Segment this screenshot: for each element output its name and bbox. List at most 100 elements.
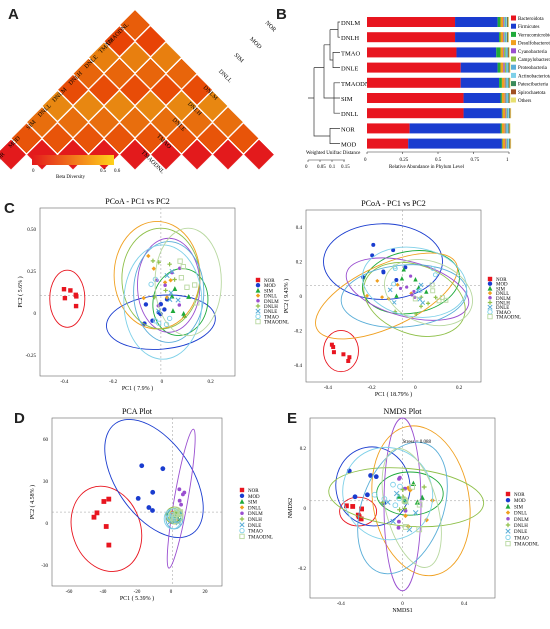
data-point bbox=[398, 286, 403, 291]
bar-segment bbox=[500, 47, 504, 58]
heatmap-cell bbox=[26, 139, 58, 171]
legend-label: TMAODNL bbox=[496, 316, 521, 321]
bar-segment bbox=[508, 62, 509, 73]
data-point bbox=[413, 277, 418, 282]
plot-title: PCoA - PC1 vs PC2 bbox=[105, 197, 169, 206]
bar-segment bbox=[508, 47, 509, 58]
data-point bbox=[178, 275, 185, 281]
colorbar-tick: 0.5 bbox=[100, 169, 107, 174]
legend-marker bbox=[239, 487, 245, 493]
y-tick-label: 0 bbox=[300, 295, 303, 300]
data-point bbox=[347, 355, 352, 360]
colorbar-label: Beta Diversity bbox=[56, 175, 86, 180]
data-point bbox=[167, 261, 172, 267]
heatmap-cell bbox=[57, 74, 89, 106]
legend-swatch bbox=[511, 81, 516, 87]
bar-segment bbox=[504, 17, 505, 27]
bar-segment bbox=[367, 17, 456, 27]
group-label: TMAO bbox=[341, 50, 360, 57]
heatmap-cell bbox=[181, 139, 213, 171]
data-point bbox=[380, 295, 385, 300]
bar-segment bbox=[500, 62, 504, 73]
bar-segment bbox=[506, 108, 509, 119]
confidence-ellipse bbox=[154, 227, 222, 337]
panel-letter-e: E bbox=[287, 410, 298, 427]
data-point bbox=[139, 463, 145, 469]
heatmap-cell bbox=[57, 139, 89, 171]
legend-label: DNLM bbox=[496, 297, 511, 302]
legend-label: MOD bbox=[248, 495, 260, 500]
plot-frame bbox=[305, 209, 482, 383]
heatmap-cell bbox=[135, 122, 166, 154]
data-point bbox=[152, 318, 159, 324]
data-point bbox=[156, 310, 161, 315]
legend-label: Bacteroidota bbox=[518, 17, 544, 22]
x-tick-label: -20 bbox=[134, 590, 141, 595]
x-axis-label: PC1 ( 7.9% ) bbox=[122, 385, 153, 392]
heatmap-cell bbox=[135, 25, 166, 57]
x-tick-label: 20 bbox=[203, 590, 209, 595]
plot-title: PCoA - PC1 vs PC2 bbox=[361, 199, 425, 208]
legend-label: TMAO bbox=[496, 311, 511, 316]
legend-label: Verrucomicrobiota bbox=[518, 33, 550, 38]
data-point bbox=[106, 542, 112, 548]
legend-marker bbox=[505, 510, 511, 515]
group-label: DNLM bbox=[341, 20, 360, 27]
data-point bbox=[393, 490, 400, 497]
legend-marker bbox=[487, 313, 493, 320]
legend-label: TMAO bbox=[248, 530, 263, 535]
bar-segment bbox=[502, 138, 506, 149]
bar-segment bbox=[506, 32, 507, 43]
bar-segment bbox=[507, 123, 509, 134]
data-point bbox=[400, 487, 406, 493]
data-point bbox=[346, 358, 351, 363]
legend-label: Spirochaetota bbox=[518, 91, 546, 96]
legend-swatch bbox=[511, 89, 516, 95]
legend-label: DNLL bbox=[248, 506, 261, 511]
legend-label: MOD bbox=[496, 283, 508, 288]
legend-marker bbox=[487, 285, 493, 291]
legend-marker bbox=[505, 534, 511, 541]
data-point bbox=[146, 505, 152, 510]
bar-segment bbox=[367, 62, 461, 73]
panel-letter-c: C bbox=[4, 200, 15, 217]
data-point bbox=[391, 248, 396, 253]
legend-marker bbox=[239, 498, 245, 504]
bar-segment bbox=[506, 108, 507, 119]
bar-segment bbox=[501, 108, 503, 119]
data-point bbox=[73, 303, 79, 309]
heatmap-cell bbox=[150, 106, 182, 138]
data-point bbox=[162, 280, 168, 285]
group-label: SIM bbox=[341, 96, 353, 103]
confidence-ellipse bbox=[362, 246, 467, 318]
dendrogram bbox=[308, 21, 340, 144]
bar-segment bbox=[455, 32, 500, 43]
confidence-ellipse bbox=[123, 244, 203, 360]
heatmap-cell bbox=[119, 106, 151, 138]
data-point bbox=[381, 269, 386, 274]
data-point bbox=[156, 320, 162, 326]
data-point bbox=[405, 285, 409, 289]
panel-letter-d: D bbox=[14, 410, 25, 427]
data-point bbox=[401, 497, 408, 504]
legend-marker bbox=[239, 533, 245, 540]
data-point bbox=[410, 480, 417, 486]
legend-swatch bbox=[511, 15, 516, 21]
legend-label: SIM bbox=[514, 505, 523, 510]
bar-segment bbox=[504, 32, 505, 43]
legend-label: DNLH bbox=[514, 524, 528, 529]
bar-segment bbox=[506, 32, 508, 43]
legend-label: DNLH bbox=[248, 518, 262, 523]
legend-label: DNLE bbox=[514, 530, 527, 535]
bar-segment bbox=[500, 93, 502, 103]
data-point bbox=[329, 342, 334, 347]
confidence-ellipse bbox=[342, 446, 434, 541]
legend-label: DNLE bbox=[264, 310, 277, 315]
heatmap-cell bbox=[181, 106, 213, 138]
data-point bbox=[424, 289, 429, 294]
data-point bbox=[371, 491, 378, 498]
data-point bbox=[167, 297, 173, 303]
data-point bbox=[169, 293, 175, 299]
bar-segment bbox=[506, 17, 507, 27]
